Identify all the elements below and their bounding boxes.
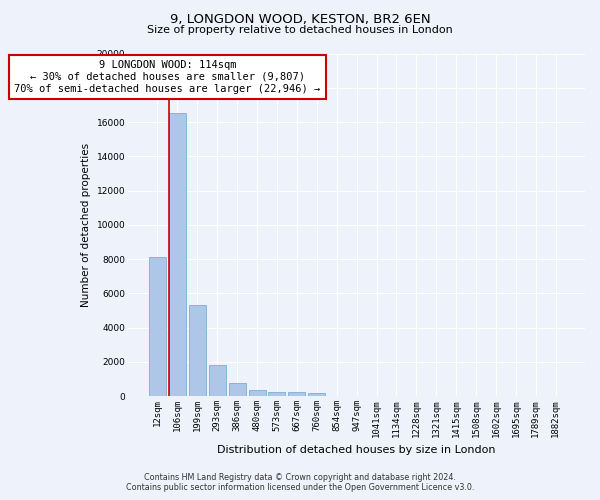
Bar xyxy=(268,392,286,396)
Bar xyxy=(229,384,245,396)
Text: 9, LONGDON WOOD, KESTON, BR2 6EN: 9, LONGDON WOOD, KESTON, BR2 6EN xyxy=(170,12,430,26)
Bar xyxy=(248,390,266,396)
Text: 9 LONGDON WOOD: 114sqm
← 30% of detached houses are smaller (9,807)
70% of semi-: 9 LONGDON WOOD: 114sqm ← 30% of detached… xyxy=(14,60,320,94)
Bar xyxy=(149,258,166,396)
Bar xyxy=(289,392,305,396)
Text: Contains HM Land Registry data © Crown copyright and database right 2024.
Contai: Contains HM Land Registry data © Crown c… xyxy=(126,473,474,492)
Bar xyxy=(169,114,186,397)
Bar xyxy=(209,364,226,396)
Text: Size of property relative to detached houses in London: Size of property relative to detached ho… xyxy=(147,25,453,35)
Bar xyxy=(189,304,206,396)
Bar xyxy=(308,393,325,396)
Y-axis label: Number of detached properties: Number of detached properties xyxy=(81,143,91,307)
X-axis label: Distribution of detached houses by size in London: Distribution of detached houses by size … xyxy=(217,445,496,455)
